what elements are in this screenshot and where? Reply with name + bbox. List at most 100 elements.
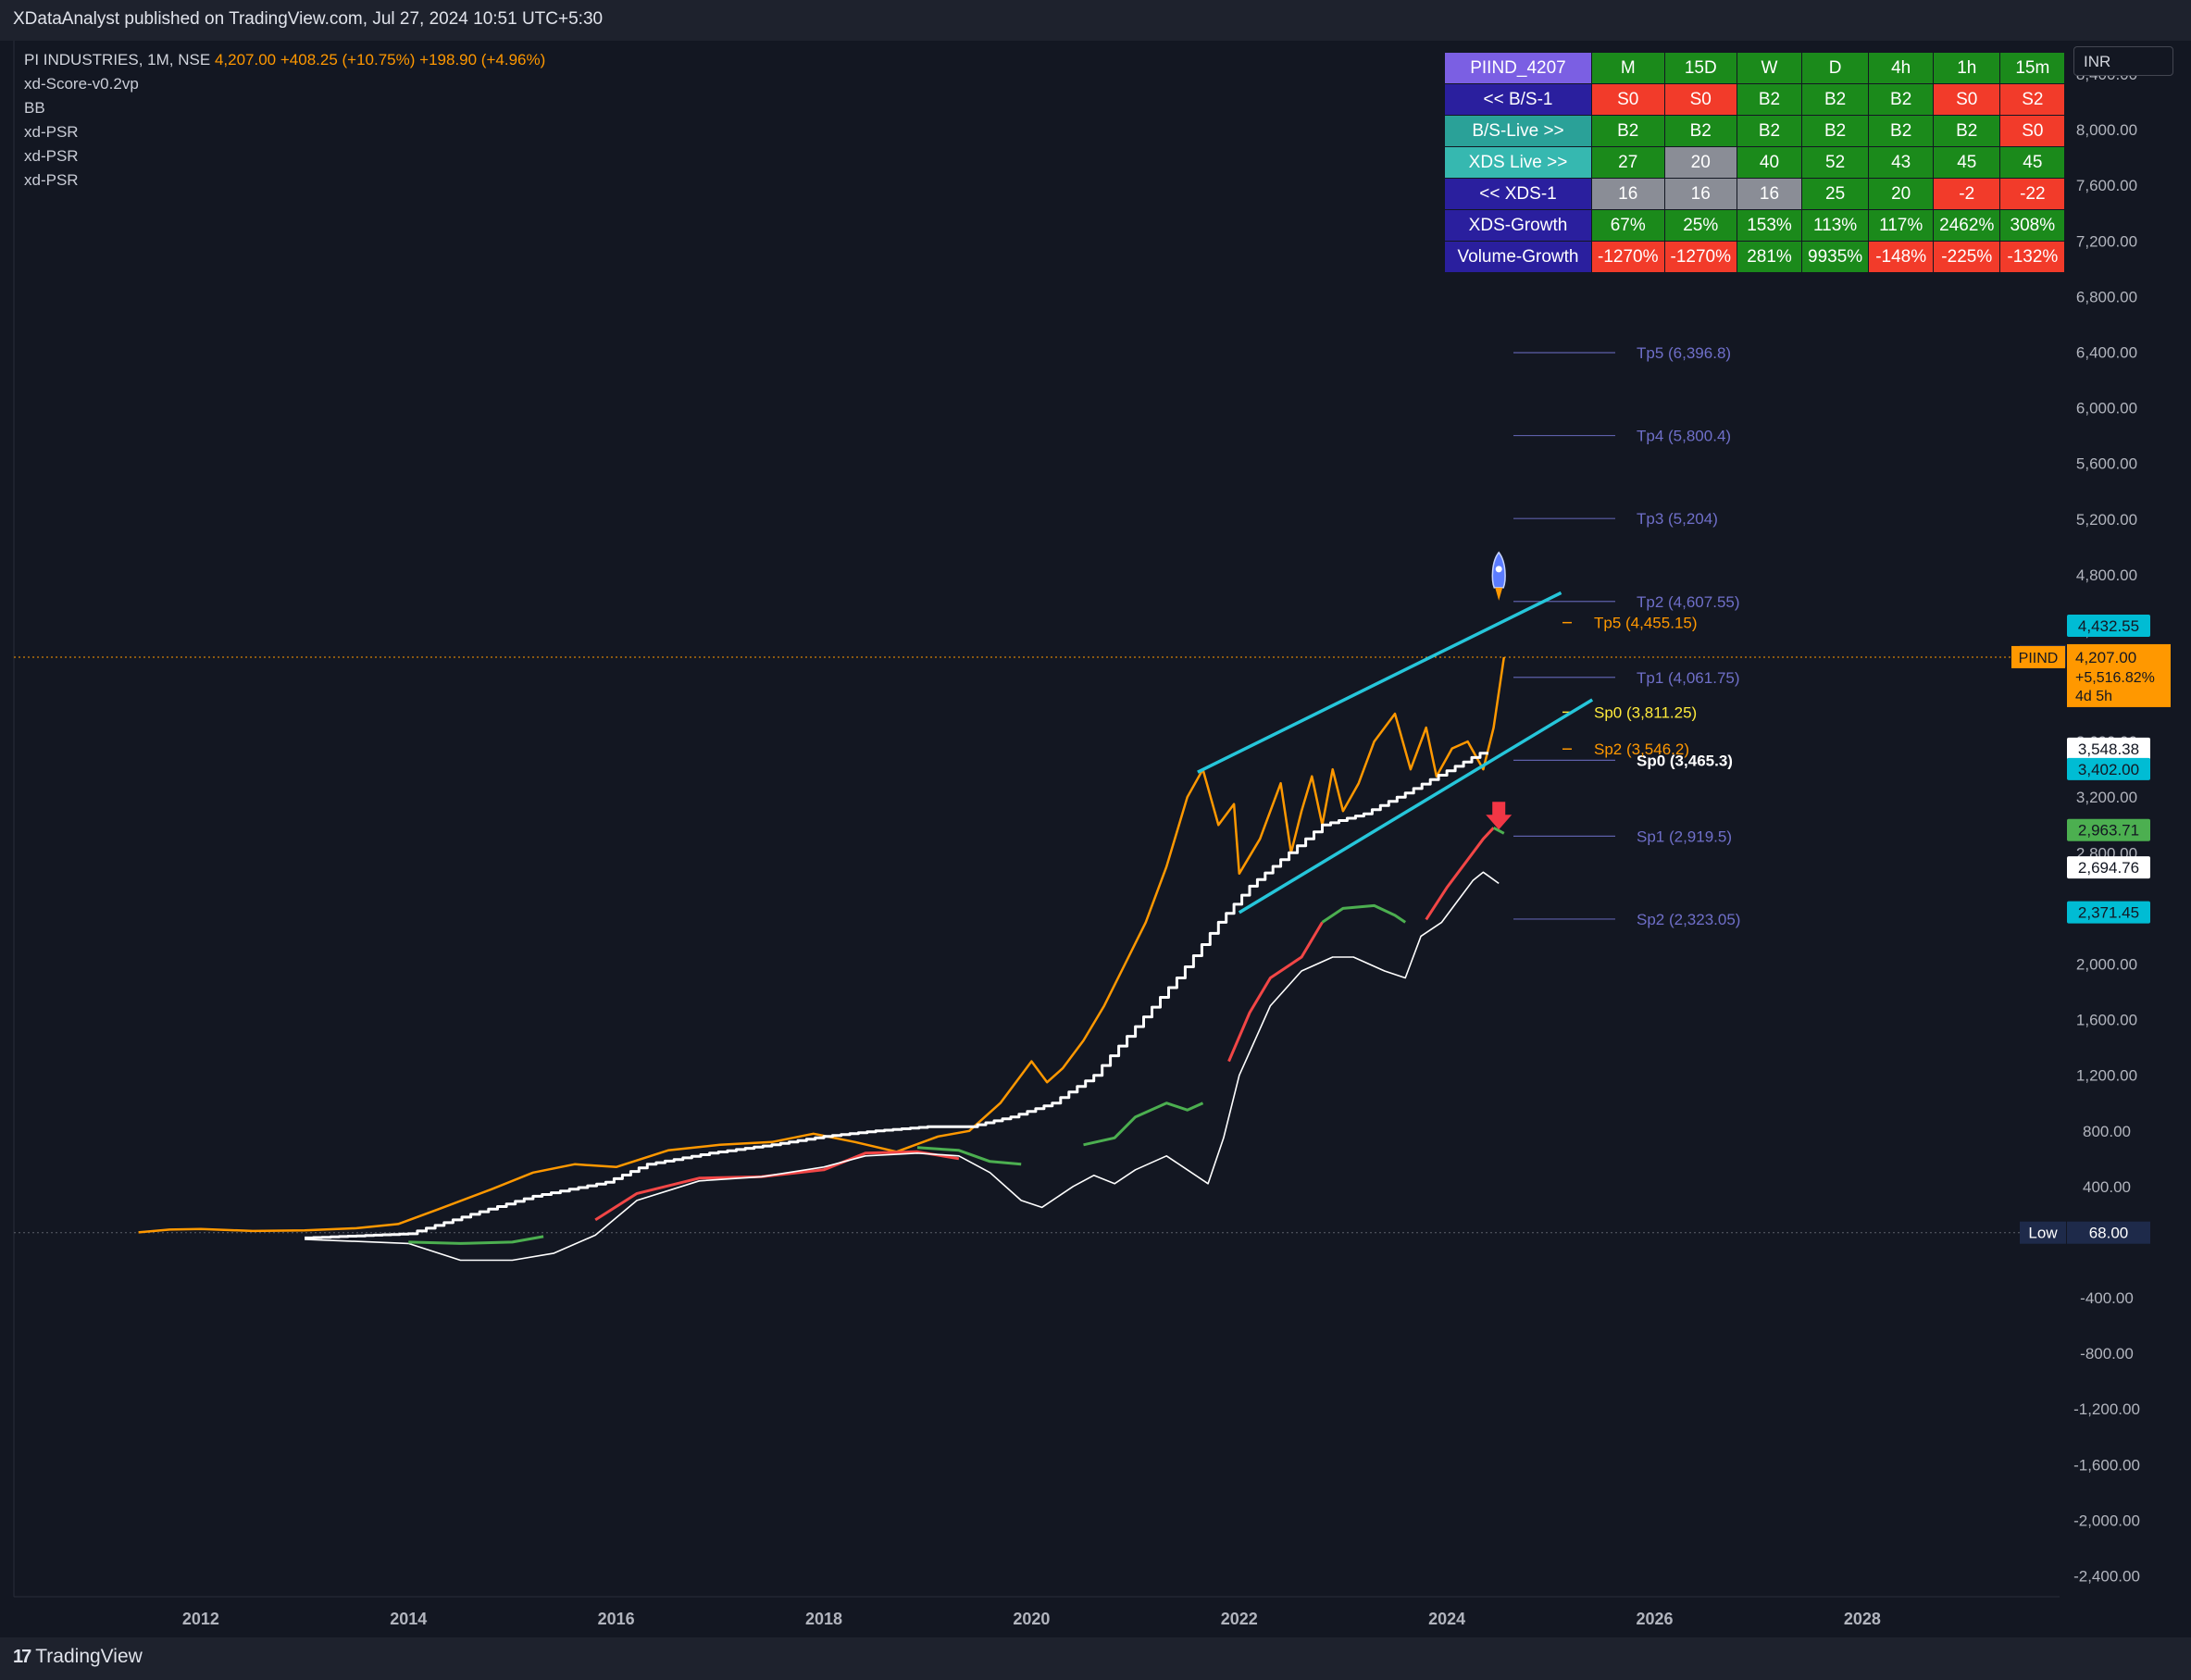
low-tag bbox=[2020, 1221, 2066, 1244]
legend-indicator[interactable]: xd-Score-v0.2vp bbox=[24, 75, 139, 93]
table-cell: 15D bbox=[1663, 52, 1737, 84]
chart-legend: PI INDUSTRIES, 1M, NSE 4,207.00 +408.25 … bbox=[24, 48, 545, 193]
legend-symbol: PI INDUSTRIES, 1M, NSE bbox=[24, 51, 211, 68]
table-cell: 40 bbox=[1737, 146, 1802, 179]
y-tick-label: 4,800.00 bbox=[2076, 566, 2137, 584]
price-chart[interactable]: 8,400.008,000.007,600.007,200.006,800.00… bbox=[0, 41, 2191, 1637]
table-cell: 20 bbox=[1868, 178, 1935, 210]
series-line bbox=[1083, 1101, 1204, 1147]
publisher-line: XDataAnalyst published on TradingView.co… bbox=[13, 9, 604, 29]
x-tick-label: 2014 bbox=[390, 1610, 427, 1628]
table-row-label: XDS Live >> bbox=[1444, 146, 1592, 179]
table-cell: S0 bbox=[1933, 83, 2001, 116]
legend-indicator[interactable]: xd-PSR bbox=[24, 171, 79, 189]
legend-indicator[interactable]: xd-PSR bbox=[24, 123, 79, 141]
table-cell: B2 bbox=[1800, 83, 1870, 116]
table-cell: 20 bbox=[1663, 146, 1737, 179]
table-cell: -132% bbox=[1999, 241, 2066, 273]
series-line bbox=[408, 1235, 544, 1245]
currency-selector[interactable]: INR bbox=[2073, 46, 2173, 76]
table-row-label: Volume-Growth bbox=[1444, 241, 1592, 273]
y-tick-label: 7,200.00 bbox=[2076, 232, 2137, 250]
table-cell: S0 bbox=[1999, 115, 2066, 147]
table-cell: 15m bbox=[1999, 52, 2066, 84]
tradingview-logo[interactable]: 17 TradingView bbox=[13, 1646, 143, 1668]
series-line bbox=[916, 1146, 1022, 1166]
rocket-flame bbox=[1495, 587, 1503, 601]
y-tick-label: 400.00 bbox=[2083, 1178, 2131, 1196]
table-cell: -22 bbox=[1999, 178, 2066, 210]
x-tick-label: 2012 bbox=[182, 1610, 219, 1628]
price-tag bbox=[2067, 856, 2150, 879]
level-label: Sp2 (2,323.05) bbox=[1637, 911, 1740, 928]
level-label-short: Sp2 (3,546.2) bbox=[1594, 740, 1689, 758]
table-cell: B2 bbox=[1591, 115, 1665, 147]
table-row-label: B/S-Live >> bbox=[1444, 115, 1592, 147]
table-cell: B2 bbox=[1800, 115, 1870, 147]
table-cell: S0 bbox=[1591, 83, 1665, 116]
level-label: Tp4 (5,800.4) bbox=[1637, 428, 1731, 445]
legend-indicator[interactable]: BB bbox=[24, 99, 45, 117]
x-tick-label: 2028 bbox=[1844, 1610, 1881, 1628]
table-row: Volume-Growth -1270% -1270% 281% 9935% -148% -… bbox=[1444, 241, 2066, 273]
table-cell: -2 bbox=[1933, 178, 2001, 210]
table-header-row: PIIND_4207 M 15D W D 4h 1h 15m bbox=[1444, 52, 2066, 84]
x-tick-label: 2020 bbox=[1013, 1610, 1050, 1628]
level-label: Tp1 (4,061.75) bbox=[1637, 669, 1740, 687]
y-tick-label: -800.00 bbox=[2080, 1345, 2134, 1363]
series-line bbox=[1321, 903, 1407, 924]
down-arrow-icon bbox=[1486, 802, 1513, 830]
table-row: << B/S-1 S0 S0 B2 B2 B2 S0 S2 bbox=[1444, 83, 2066, 116]
tradingview-mark-icon: 17 bbox=[13, 1646, 31, 1667]
series-line bbox=[1492, 826, 1505, 835]
y-tick-label: 3,200.00 bbox=[2076, 789, 2137, 806]
table-cell: B2 bbox=[1868, 83, 1935, 116]
table-cell: 117% bbox=[1868, 209, 1935, 242]
price-tag bbox=[2067, 818, 2150, 841]
brand-name: TradingView bbox=[35, 1646, 143, 1667]
y-tick-label: 8,000.00 bbox=[2076, 121, 2137, 139]
level-label-short: Tp5 (4,455.15) bbox=[1594, 615, 1698, 632]
table-row-label: << B/S-1 bbox=[1444, 83, 1592, 116]
symbol-tag-label: PIIND bbox=[2019, 651, 2059, 666]
table-cell: 45 bbox=[1933, 146, 2001, 179]
table-cell: 16 bbox=[1663, 178, 1737, 210]
publish-header: XDataAnalyst published on TradingView.co… bbox=[0, 0, 2191, 41]
price-tag-label: 2,963.71 bbox=[2078, 822, 2139, 840]
low-value-label: 68.00 bbox=[2089, 1225, 2129, 1242]
table-cell: W bbox=[1737, 52, 1802, 84]
table-cell: 67% bbox=[1591, 209, 1665, 242]
low-value-tag bbox=[2067, 1221, 2150, 1244]
table-cell: S2 bbox=[1999, 83, 2066, 116]
table-cell: B2 bbox=[1737, 83, 1802, 116]
price-tag-label: 3,402.00 bbox=[2078, 761, 2139, 778]
y-tick-label: 5,600.00 bbox=[2076, 455, 2137, 473]
y-tick-label: 1,200.00 bbox=[2076, 1067, 2137, 1085]
trendline bbox=[1238, 698, 1594, 915]
table-cell: 52 bbox=[1800, 146, 1870, 179]
level-label-short: Sp0 (3,811.25) bbox=[1594, 703, 1697, 721]
legend-symbol-row: PI INDUSTRIES, 1M, NSE 4,207.00 +408.25 … bbox=[24, 48, 545, 72]
table-cell: B2 bbox=[1933, 115, 2001, 147]
price-tag-label: 2,371.45 bbox=[2078, 904, 2139, 922]
table-row: XDS Live >> 27 20 40 52 43 45 45 bbox=[1444, 146, 2066, 179]
y-tick-label: 7,600.00 bbox=[2076, 177, 2137, 194]
level-label: Sp0 (3,465.3) bbox=[1637, 752, 1733, 769]
y-tick-label: 5,200.00 bbox=[2076, 511, 2137, 529]
y-tick-label: 6,400.00 bbox=[2076, 344, 2137, 362]
table-row: B/S-Live >> B2 B2 B2 B2 B2 B2 S0 bbox=[1444, 115, 2066, 147]
legend-indicator[interactable]: xd-PSR bbox=[24, 147, 79, 165]
y-tick-label: -1,200.00 bbox=[2073, 1400, 2140, 1418]
table-row-label: PIIND_4207 bbox=[1444, 52, 1592, 84]
level-label: Sp1 (2,919.5) bbox=[1637, 828, 1732, 845]
signal-table: PIIND_4207 M 15D W D 4h 1h 15m << B/S-1 S0 S0 B2 B2 B… bbox=[1444, 52, 2066, 273]
y-tick-label: 6,800.00 bbox=[2076, 288, 2137, 305]
table-cell: -148% bbox=[1868, 241, 1935, 273]
rocket-window bbox=[1495, 566, 1502, 573]
table-row: XDS-Growth 67% 25% 153% 113% 117% 2462% 308% bbox=[1444, 209, 2066, 242]
table-cell: D bbox=[1800, 52, 1870, 84]
table-cell: 43 bbox=[1868, 146, 1935, 179]
x-tick-label: 2018 bbox=[805, 1610, 842, 1628]
x-tick-label: 2022 bbox=[1221, 1610, 1258, 1628]
series-line bbox=[1227, 921, 1324, 1063]
